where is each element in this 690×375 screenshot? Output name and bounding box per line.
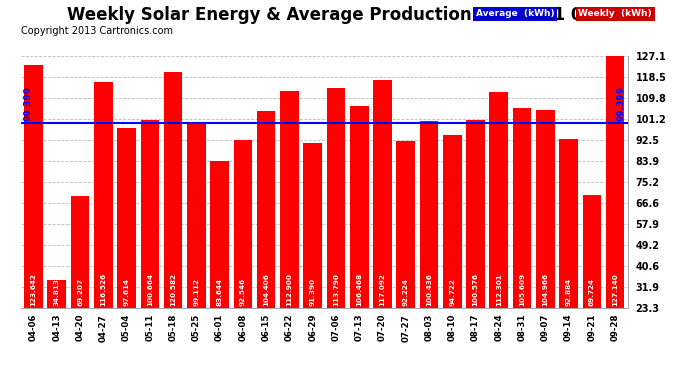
Text: 99.399: 99.399 <box>617 86 626 121</box>
Bar <box>582 195 601 308</box>
Bar <box>234 140 252 308</box>
Text: 116.526: 116.526 <box>100 273 106 306</box>
Bar <box>397 141 415 308</box>
Text: 100.664: 100.664 <box>147 273 152 306</box>
Bar <box>443 135 462 308</box>
Text: 104.966: 104.966 <box>542 273 549 306</box>
Text: 99.399: 99.399 <box>23 86 32 121</box>
Text: Copyright 2013 Cartronics.com: Copyright 2013 Cartronics.com <box>21 26 172 36</box>
Bar <box>304 142 322 308</box>
Bar <box>606 56 624 308</box>
Bar <box>117 128 136 308</box>
Text: 112.900: 112.900 <box>286 273 293 306</box>
Text: 100.436: 100.436 <box>426 273 432 306</box>
Text: 99.112: 99.112 <box>193 278 199 306</box>
Bar <box>280 91 299 308</box>
Text: Weekly  (kWh): Weekly (kWh) <box>578 9 652 18</box>
Text: 117.092: 117.092 <box>380 273 386 306</box>
Text: 97.614: 97.614 <box>124 278 130 306</box>
Text: 92.546: 92.546 <box>240 278 246 306</box>
Bar <box>350 106 368 307</box>
Bar <box>513 108 531 307</box>
Text: Average  (kWh): Average (kWh) <box>476 9 555 18</box>
Bar <box>326 88 345 308</box>
Bar <box>70 196 89 308</box>
Bar <box>48 280 66 308</box>
Bar <box>187 124 206 308</box>
Bar <box>164 72 182 308</box>
Bar <box>536 110 555 308</box>
Text: 104.406: 104.406 <box>263 273 269 306</box>
Bar <box>373 81 392 308</box>
Text: 106.468: 106.468 <box>356 273 362 306</box>
Text: 69.207: 69.207 <box>77 278 83 306</box>
Text: 92.224: 92.224 <box>403 278 408 306</box>
Bar <box>466 120 485 308</box>
Text: 123.642: 123.642 <box>30 273 37 306</box>
Text: 92.884: 92.884 <box>566 278 571 306</box>
Text: 105.609: 105.609 <box>519 273 525 306</box>
Bar <box>560 139 578 308</box>
Text: 34.813: 34.813 <box>54 278 60 306</box>
Text: 69.724: 69.724 <box>589 278 595 306</box>
Bar <box>24 64 43 308</box>
Text: 112.301: 112.301 <box>496 273 502 306</box>
Text: 100.576: 100.576 <box>473 273 479 306</box>
Bar <box>210 161 229 308</box>
Text: 94.722: 94.722 <box>449 278 455 306</box>
Bar <box>94 82 112 308</box>
Text: 83.644: 83.644 <box>217 278 223 306</box>
Bar <box>489 92 508 308</box>
Text: 91.390: 91.390 <box>310 278 315 306</box>
Text: Weekly Solar Energy & Average Production Tue Oct 1 06:56: Weekly Solar Energy & Average Production… <box>67 6 623 24</box>
Text: 120.582: 120.582 <box>170 273 176 306</box>
Text: 127.140: 127.140 <box>612 273 618 306</box>
Bar <box>141 120 159 308</box>
Bar <box>420 121 438 308</box>
Text: 113.790: 113.790 <box>333 273 339 306</box>
Bar <box>257 111 275 308</box>
